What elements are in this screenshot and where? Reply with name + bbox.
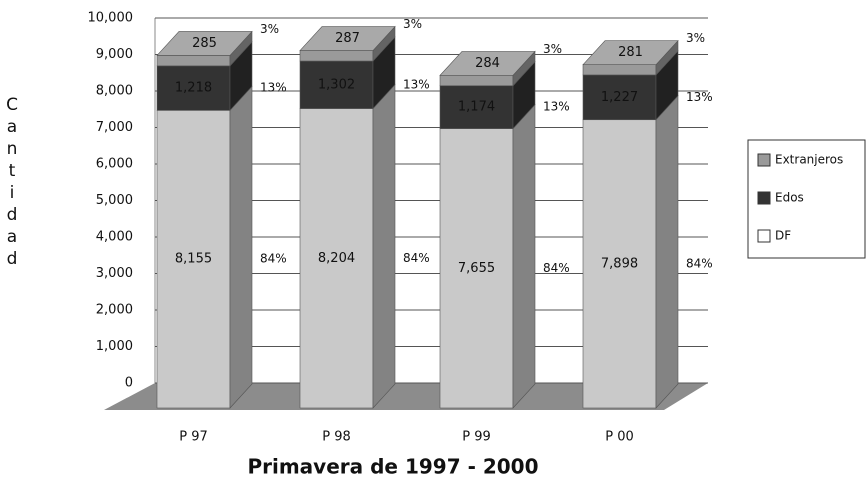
data-label: 8,155	[175, 252, 212, 267]
bar-segment	[439, 85, 514, 129]
bar-segment	[582, 74, 657, 121]
bar-segment	[582, 119, 657, 409]
bar-segment	[582, 64, 657, 76]
bar-segment	[299, 108, 374, 409]
legend-label: Edos	[775, 191, 804, 205]
data-label: 1,302	[318, 77, 355, 92]
legend-label: Extranjeros	[775, 153, 843, 167]
percent-label: 13%	[403, 77, 430, 91]
bar-side	[372, 83, 396, 409]
percent-label: 84%	[543, 261, 570, 275]
y-tick-label: 1,000	[96, 339, 133, 354]
percent-label: 3%	[543, 42, 562, 56]
percent-label: 13%	[543, 100, 570, 114]
y-tick-label: 6,000	[96, 157, 133, 172]
percent-label: 84%	[686, 256, 713, 270]
y-tick-label: 2,000	[96, 303, 133, 318]
y-tick-label: 9,000	[96, 47, 133, 62]
x-tick-label: P 97	[179, 430, 208, 445]
y-tick-label: 7,000	[96, 120, 133, 135]
data-label: 285	[192, 36, 217, 51]
y-tick-label: 10,000	[88, 11, 134, 26]
percent-label: 84%	[403, 251, 430, 265]
data-label: 281	[618, 45, 643, 60]
percent-label: 13%	[686, 90, 713, 104]
bar-segment	[439, 75, 514, 87]
legend-swatch	[757, 229, 771, 243]
percent-label: 3%	[260, 22, 279, 36]
legend-swatch	[757, 191, 771, 205]
data-label: 284	[475, 56, 500, 71]
bar-top	[299, 26, 396, 51]
x-tick-label: P 98	[322, 430, 351, 445]
y-tick-label: 4,000	[96, 230, 133, 245]
bar-top	[156, 31, 253, 56]
bar-side	[229, 85, 253, 409]
data-label: 1,218	[175, 81, 212, 96]
y-tick-label: 0	[125, 376, 133, 391]
y-axis-label: Cantidad	[2, 95, 22, 271]
y-tick-label: 5,000	[96, 193, 133, 208]
bar-segment	[439, 128, 514, 409]
bar-side	[655, 94, 679, 409]
percent-label: 3%	[403, 17, 422, 31]
data-label: 287	[335, 31, 360, 46]
x-tick-label: P 99	[462, 430, 491, 445]
legend-swatch	[757, 153, 771, 167]
data-label: 1,227	[601, 90, 638, 105]
y-tick-label: 3,000	[96, 266, 133, 281]
data-label: 8,204	[318, 251, 355, 266]
bar-top	[582, 40, 679, 65]
data-label: 7,898	[601, 256, 638, 271]
x-tick-label: P 00	[605, 430, 634, 445]
percent-label: 84%	[260, 252, 287, 266]
bar-side	[512, 103, 536, 409]
percent-label: 3%	[686, 31, 705, 45]
data-label: 7,655	[458, 261, 495, 276]
bar-top	[439, 51, 536, 76]
bar-segment	[156, 110, 231, 409]
bar-segment	[156, 65, 231, 111]
y-tick-label: 8,000	[96, 84, 133, 99]
percent-label: 13%	[260, 81, 287, 95]
floor	[104, 383, 708, 410]
legend-label: DF	[775, 229, 791, 243]
bar-segment	[299, 50, 374, 62]
bar-segment	[156, 55, 231, 67]
data-label: 1,174	[458, 100, 495, 115]
x-axis-label: Primavera de 1997 - 2000	[247, 455, 538, 479]
